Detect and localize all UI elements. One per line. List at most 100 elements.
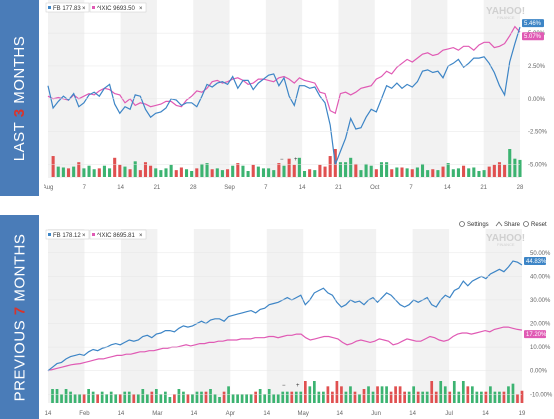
chart-band: [339, 229, 377, 403]
top-zoom-in-button[interactable]: +: [294, 157, 298, 163]
bottom-zoom-in-button[interactable]: +: [296, 383, 300, 389]
bottom-zoom-controls[interactable]: − +: [282, 383, 300, 389]
volume-bar: [164, 168, 168, 177]
volume-bar: [322, 391, 325, 403]
end-tag-label: 17.20%: [526, 332, 547, 338]
volume-bar: [218, 397, 221, 403]
volume-bar: [118, 164, 122, 177]
volume-bar: [141, 389, 145, 403]
settings-button[interactable]: Settings: [467, 222, 489, 228]
top-zoom-out-button[interactable]: −: [280, 157, 284, 163]
chart-band: [120, 0, 157, 178]
volume-bar: [97, 168, 101, 177]
x-tick-label: Feb: [79, 411, 90, 417]
volume-bar: [412, 386, 416, 403]
chart-band: [193, 229, 231, 403]
x-tick-label: 14: [409, 411, 416, 417]
top-x-ticks: Aug 7 14 21 28 Sep 7 14 21 Oct 7 14 21 28: [44, 185, 524, 191]
volume-bar: [173, 394, 176, 403]
volume-bar: [108, 168, 112, 177]
share-button[interactable]: Share: [504, 222, 521, 228]
volume-bar: [220, 170, 224, 177]
bottom-end-tags: 44.83% 17.20%: [524, 256, 547, 339]
end-tag: [522, 32, 544, 41]
volume-bar: [451, 169, 455, 177]
volume-bar: [150, 391, 154, 403]
chart-band: [193, 0, 230, 178]
volume-bar: [78, 394, 81, 403]
volume-bar: [353, 391, 357, 403]
chart-band: [412, 229, 450, 403]
volume-bar: [371, 391, 375, 403]
volume-bar: [226, 169, 230, 177]
bottom-legend-ixic-close-icon[interactable]: ×: [139, 233, 143, 239]
volume-bar: [256, 166, 260, 177]
volume-bar: [159, 394, 163, 403]
top-zoom-controls[interactable]: − +: [280, 157, 298, 163]
volume-bar: [285, 391, 289, 403]
volume-bar: [376, 386, 379, 403]
volume-bar: [302, 171, 307, 177]
volume-bar: [82, 394, 86, 403]
volume-bar: [462, 165, 466, 177]
volume-bar: [290, 391, 294, 403]
x-tick-label: 14: [191, 411, 198, 417]
top-legend-ixic-close-icon[interactable]: ×: [139, 6, 143, 12]
volume-bar: [338, 162, 342, 177]
volume-bar: [354, 163, 358, 177]
x-tick-label: 7: [264, 185, 268, 191]
volume-bar: [405, 168, 409, 177]
volume-bar: [169, 164, 173, 177]
y-tick-label: 2.50%: [528, 64, 546, 70]
volume-bar: [276, 394, 280, 403]
volume-bar: [240, 394, 244, 403]
volume-bar: [431, 169, 435, 177]
volume-bar: [132, 394, 136, 403]
volume-bar: [484, 391, 488, 403]
volume-bar: [344, 391, 348, 403]
volume-bar: [477, 171, 481, 177]
volume-bar: [513, 158, 517, 177]
x-tick-label: 28: [190, 185, 197, 191]
previous-7-months-label: PREVIOUS 7 MONTHS: [0, 215, 39, 419]
volume-bar: [328, 156, 332, 177]
volume-bar: [215, 168, 219, 177]
volume-bar: [154, 168, 158, 177]
chart-band: [485, 229, 522, 403]
volume-bar: [231, 394, 235, 403]
bottom-chart-bands: [48, 229, 522, 403]
fb-series-line: [47, 26, 521, 165]
bottom-zoom-out-button[interactable]: −: [282, 383, 286, 389]
bottom-chart[interactable]: Settings Share Reset FB 178.12 × ^IXIC 8…: [44, 217, 554, 419]
volume-bar: [349, 386, 352, 403]
top-legend-fb-close-icon[interactable]: ×: [82, 6, 86, 12]
volume-bar: [369, 165, 373, 177]
x-tick-label: Jun: [371, 411, 381, 417]
bottom-yahoo-watermark: YAHOO!: [486, 233, 525, 244]
top-legend-ixic: ^IXIC 9693.50: [97, 6, 136, 12]
volume-bar: [191, 394, 194, 403]
chart-band: [338, 0, 375, 178]
chart-band: [48, 229, 85, 403]
reset-icon: [523, 221, 529, 227]
volume-bar: [246, 171, 250, 177]
volume-bar: [415, 167, 419, 177]
volume-bar: [51, 156, 55, 177]
volume-bar: [91, 391, 95, 403]
top-chart[interactable]: FB 177.83 × ^IXIC 9693.50 × YAHOO! FINAN…: [44, 0, 554, 196]
reset-button[interactable]: Reset: [531, 222, 547, 228]
end-tag: [524, 330, 546, 339]
volume-bar: [312, 381, 316, 403]
bottom-legend-ixic: ^IXIC 8695.81: [97, 233, 136, 239]
chart-band: [411, 0, 448, 178]
volume-bar: [164, 391, 167, 403]
volume-bar: [395, 167, 399, 177]
volume-bar: [364, 163, 368, 177]
volume-bar: [159, 170, 163, 177]
volume-bar: [493, 391, 497, 403]
volume-bar: [502, 391, 506, 403]
volume-bar: [340, 386, 343, 403]
volume-bar: [439, 381, 443, 403]
bottom-legend-fb-close-icon[interactable]: ×: [82, 233, 86, 239]
volume-bar: [118, 394, 122, 403]
